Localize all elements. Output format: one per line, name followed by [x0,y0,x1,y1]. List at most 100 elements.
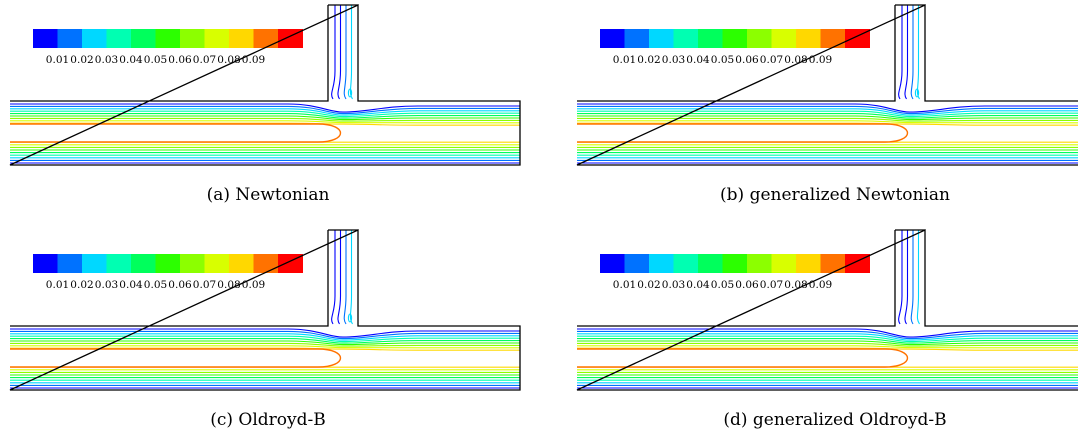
branch-streamline [910,5,914,100]
caption-c: (c) Oldroyd-B [210,410,326,430]
streamline-top [10,117,520,122]
colorbar: 0.01 0.02 0.03 0.04 0.05 0.06 0.07 0.08 0.09 [600,29,870,66]
colorbar-tick-label: 0.03 [95,279,118,291]
branch-streamlines [898,230,920,325]
panel-a: 0.01 0.02 0.03 0.04 0.05 0.06 0.07 0.08 0.09 (a)… [8,3,528,220]
branch-streamline [349,5,353,100]
colorbar-tick-label: 0.07 [193,54,216,66]
colorbar-tick-label: 0.06 [735,279,759,291]
colorbar-swatch [33,29,58,48]
colorbar-tick-label: 0.05 [711,279,734,291]
branch-streamline [331,5,336,100]
streamline-top [577,117,1078,122]
colorbar-tick-label: 0.02 [637,279,660,291]
central-contour [10,123,341,143]
colorbar-tick-label: 0.09 [809,279,832,291]
branch-streamline [904,5,909,100]
colorbar-tick-label: 0.06 [168,279,192,291]
colorbar-swatch [771,254,797,273]
corner-vortex [347,88,353,98]
streamline-top [10,115,520,121]
streamline-top [577,333,1078,341]
branch-streamline [898,5,903,100]
colorbar-tick-label: 0.09 [242,279,265,291]
colorbar-swatch [624,254,650,273]
central-contour [10,348,341,368]
branch-streamline [349,230,353,325]
colorbar-tick-label: 0.04 [686,279,710,291]
panel-d: 0.01 0.02 0.03 0.04 0.05 0.06 0.07 0.08 0.09 (d)… [575,228,1078,445]
streamlines [577,103,1078,164]
colorbar-tick-label: 0.01 [46,279,69,291]
streamline-top [577,113,1078,119]
colorbar-swatch [82,29,107,48]
colorbar-tick-label: 0.03 [662,54,685,66]
caption-d: (d) generalized Oldroyd-B [723,410,947,430]
colorbar-swatch [57,29,83,48]
colorbar-swatch [229,254,254,273]
streamline-top [577,110,1078,118]
colorbar-swatch [600,254,625,273]
colorbar-swatch [796,254,821,273]
streamline-top [10,335,520,343]
streamline-top [10,330,520,340]
streamline-top [577,328,1078,338]
colorbar-swatch [624,29,650,48]
colorbar-swatch [229,29,254,48]
colorbar-swatch [673,254,699,273]
streamline-top [10,338,520,344]
streamline-top [577,105,1078,115]
colorbar-tick-label: 0.01 [46,54,69,66]
streamline-top [10,108,520,116]
colorbar-tick-label: 0.08 [217,279,240,291]
colorbar-swatch [722,254,748,273]
channel-walls [576,228,1078,391]
colorbar-swatch [106,254,132,273]
panel-c: 0.01 0.02 0.03 0.04 0.05 0.06 0.07 0.08 0.09 (c)… [8,228,528,445]
streamline-top [10,340,520,346]
streamlines [10,103,520,164]
colorbar-tick-label: 0.01 [613,279,636,291]
caption-a: (a) Newtonian [206,185,330,205]
colorbar-swatch [820,29,846,48]
branch-streamline [904,230,909,325]
colorbar-tick-label: 0.04 [686,54,710,66]
colorbar-swatch [796,29,821,48]
streamline-top [10,103,520,113]
colorbar: 0.01 0.02 0.03 0.04 0.05 0.06 0.07 0.08 0.09 [33,29,303,66]
streamline-top [10,110,520,118]
colorbar-swatch [155,254,181,273]
branch-streamline [898,230,903,325]
channel-walls [576,3,1078,166]
colorbar-swatch [253,29,279,48]
colorbar-swatch [204,29,230,48]
branch-streamlines [331,230,353,325]
streamline-top [577,345,1078,349]
colorbar-swatch [722,29,748,48]
colorbar-swatch [747,254,772,273]
streamline-top [577,103,1078,113]
colorbar-tick-label: 0.07 [760,54,783,66]
colorbar-swatch [180,254,205,273]
colorbar-tick-label: 0.05 [144,279,167,291]
colorbar: 0.01 0.02 0.03 0.04 0.05 0.06 0.07 0.08 0.09 [33,254,303,291]
colorbar-tick-label: 0.04 [119,279,143,291]
colorbar-swatch [820,254,846,273]
colorbar-tick-label: 0.05 [144,54,167,66]
streamline-plot-d: 0.01 0.02 0.03 0.04 0.05 0.06 0.07 0.08 0.09 [576,228,1078,391]
colorbar-tick-label: 0.04 [119,54,143,66]
colorbar-tick-label: 0.09 [809,54,832,66]
streamline-top [10,342,520,347]
branch-streamline [343,5,347,100]
branch-streamline [916,5,920,100]
streamline-top [577,330,1078,340]
streamlines [577,328,1078,389]
branch-streamline [916,230,920,325]
branch-streamline [910,230,914,325]
channel-walls [9,228,521,391]
colorbar-swatch [771,29,797,48]
colorbar-swatch [82,254,107,273]
branch-streamline [337,230,342,325]
colorbar-tick-label: 0.05 [711,54,734,66]
colorbar-swatch [57,254,83,273]
